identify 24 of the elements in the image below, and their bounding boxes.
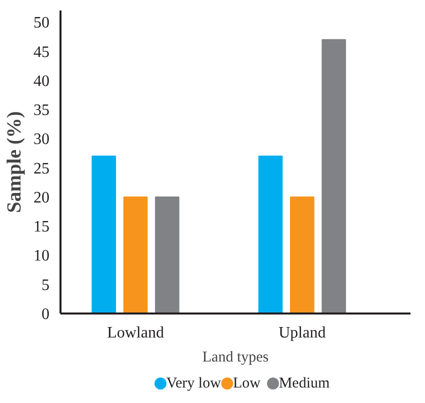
y-tick-label: 50 (34, 14, 50, 32)
y-tick-label: 0 (42, 306, 50, 323)
bar (322, 39, 346, 314)
bar (290, 196, 314, 314)
y-tick-label: 40 (34, 72, 50, 90)
legend-label: Medium (278, 376, 330, 392)
y-tick-label: 25 (34, 160, 50, 178)
bar (92, 156, 116, 314)
bar (258, 156, 283, 314)
x-axis-title: Land types (202, 350, 269, 366)
y-tick-label: 30 (34, 131, 50, 148)
x-tick-label: Lowland (107, 324, 164, 342)
y-tick-label: 45 (34, 44, 50, 61)
legend-label: Low (233, 376, 261, 392)
y-tick-label: 15 (34, 218, 50, 236)
bar (123, 196, 148, 314)
legend-label: Very low (166, 376, 222, 392)
y-tick-label: 35 (34, 102, 50, 120)
x-tick-label: Upland (278, 324, 326, 342)
y-tick-label: 20 (34, 189, 50, 206)
y-tick-label: 5 (42, 276, 50, 294)
y-tick-label: 10 (34, 248, 50, 265)
bar (155, 196, 180, 314)
y-axis-title: Sample (%) (4, 111, 26, 213)
